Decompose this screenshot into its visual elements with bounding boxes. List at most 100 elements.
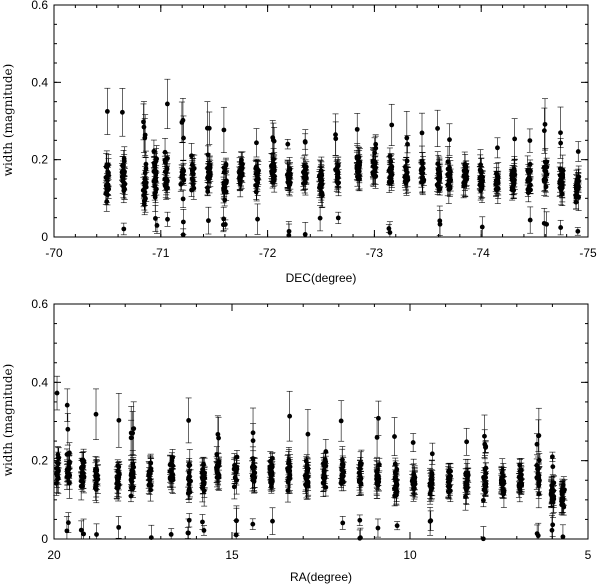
y-tick-label: 0 (41, 230, 48, 244)
data-point (305, 431, 311, 437)
x-tick-label: 10 (403, 548, 417, 562)
data-point (151, 148, 157, 154)
data-point (517, 462, 523, 468)
data-point (165, 216, 170, 222)
data-point (480, 497, 486, 503)
data-point (254, 177, 260, 183)
x-tick-label: 20 (47, 548, 61, 562)
data-point (335, 215, 341, 221)
data-point (152, 163, 157, 169)
data-point (340, 520, 346, 526)
data-point (215, 472, 221, 478)
data-point (106, 173, 111, 178)
data-point (525, 177, 531, 183)
data-point (148, 535, 154, 541)
data-point (495, 177, 501, 183)
data-point (411, 471, 417, 477)
data-point (541, 165, 547, 171)
data-point (128, 471, 134, 477)
data-point (463, 494, 468, 500)
data-point (357, 517, 363, 523)
data-point (254, 140, 259, 146)
data-point (551, 480, 557, 486)
data-point (560, 534, 566, 540)
data-point (478, 174, 484, 180)
data-point (119, 109, 125, 115)
data-point (535, 471, 541, 476)
data-point (335, 175, 341, 181)
data-point (271, 138, 277, 144)
data-point (268, 163, 274, 169)
data-point (481, 476, 487, 482)
data-point (534, 441, 540, 447)
x-tick-label: -70 (45, 246, 63, 260)
data-point (463, 485, 469, 491)
data-point (169, 458, 175, 464)
data-point (404, 135, 410, 141)
data-point (437, 186, 443, 192)
data-point (543, 184, 549, 190)
data-point (302, 232, 308, 237)
data-point (536, 457, 542, 463)
data-point (373, 141, 379, 147)
data-point (231, 484, 237, 490)
data-point (234, 518, 239, 524)
data-point (354, 126, 360, 132)
data-point (114, 475, 120, 481)
data-point (549, 527, 555, 533)
data-point (215, 431, 221, 437)
data-point (517, 484, 523, 490)
data-point (321, 476, 327, 482)
data-point (541, 128, 547, 134)
data-point (180, 196, 186, 202)
data-point (341, 479, 346, 485)
data-point (541, 177, 547, 183)
data-point (238, 174, 244, 180)
data-point (143, 166, 149, 171)
y-tick-label: 0.2 (31, 153, 48, 167)
data-point (190, 167, 196, 173)
data-point (116, 524, 122, 530)
x-tick-label: -71 (152, 246, 170, 260)
data-point (434, 182, 440, 188)
data-point (447, 488, 453, 494)
data-point (252, 464, 258, 470)
x-tick-label: -74 (473, 246, 491, 260)
data-point (141, 201, 147, 207)
data-point (147, 468, 153, 474)
data-point (164, 101, 170, 107)
y-tick-label: 0.6 (31, 0, 48, 12)
data-point (525, 169, 531, 175)
data-point (223, 178, 229, 184)
data-point (141, 119, 146, 125)
data-point (355, 174, 360, 180)
data-point (494, 181, 500, 186)
x-tick-label: -75 (579, 246, 597, 260)
data-point (268, 472, 274, 478)
data-point (120, 163, 126, 169)
data-point (304, 465, 310, 471)
data-point (115, 483, 121, 488)
data-point (558, 225, 564, 230)
data-point (542, 121, 548, 127)
data-point (389, 122, 395, 128)
data-point (233, 532, 239, 538)
data-point (446, 178, 452, 184)
data-point (495, 145, 500, 151)
data-point (167, 476, 173, 482)
data-point (512, 136, 518, 142)
data-point (509, 187, 515, 193)
data-point (340, 464, 346, 470)
data-point (375, 525, 381, 531)
data-point (269, 481, 274, 487)
data-point (287, 175, 293, 181)
data-point (121, 158, 127, 164)
data-point (180, 219, 186, 225)
data-point (94, 532, 99, 537)
data-point (104, 162, 110, 168)
data-point (93, 468, 98, 474)
data-point (200, 519, 205, 525)
data-point (534, 531, 540, 536)
data-point (165, 185, 170, 191)
